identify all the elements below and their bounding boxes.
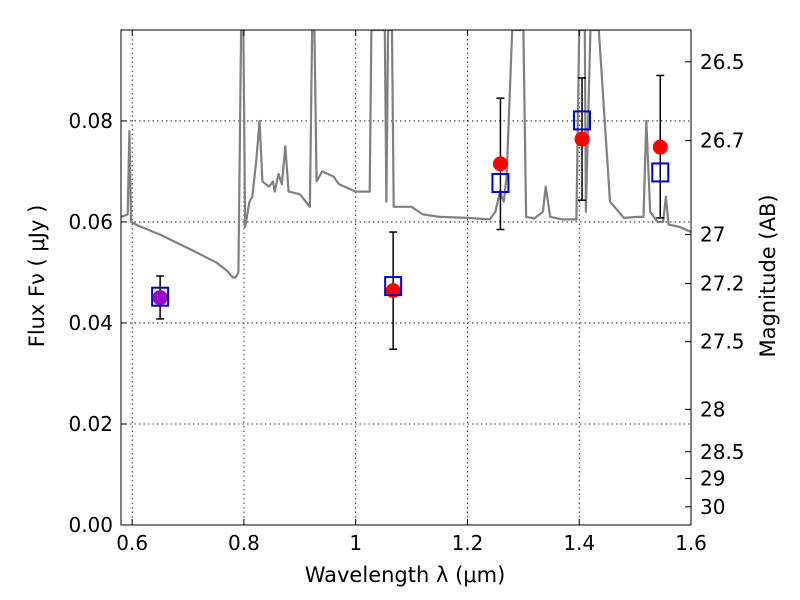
y-right-tick-label: 28 xyxy=(700,397,725,421)
model-point-square xyxy=(573,110,592,131)
x-axis-label: Wavelength λ (μm) xyxy=(305,563,506,587)
grid-lines xyxy=(121,30,691,525)
model-point-square xyxy=(384,276,403,297)
y-right-axis-label: Magnitude (AB) xyxy=(756,194,780,357)
y-right-tick-label: 27 xyxy=(700,223,725,247)
y-right-tick-label: 27.2 xyxy=(700,272,745,296)
plot-data xyxy=(121,30,691,350)
y-right-tick-label: 26.7 xyxy=(700,129,745,153)
y-right-tick-label: 26.5 xyxy=(700,50,745,74)
x-tick-label: 1.2 xyxy=(452,531,484,555)
y-axis-label: Flux Fν ( μJy ) xyxy=(25,205,49,348)
plot-frame xyxy=(120,29,692,526)
y-tick-label: 0.08 xyxy=(68,109,113,133)
data-point-circle xyxy=(492,156,508,172)
data-point-circle xyxy=(574,131,590,147)
x-tick-label: 1.4 xyxy=(563,531,595,555)
x-tick-label: 1.6 xyxy=(675,531,707,555)
data-point-circle xyxy=(152,290,168,306)
y-tick-label: 0.00 xyxy=(68,513,113,537)
model-point-square xyxy=(651,162,670,183)
x-tick-label: 0.8 xyxy=(228,531,260,555)
y-right-tick-label: 27.5 xyxy=(700,330,745,354)
y-tick-label: 0.06 xyxy=(68,210,113,234)
data-point-circle xyxy=(652,139,668,155)
model-point-square xyxy=(151,286,170,307)
model-spectrum-line xyxy=(121,30,691,279)
axis-ticks: 0.6 0.8 1 1.2 1.4 1.6 0.00 0.02 0.04 0.06 0.08 26.5… xyxy=(68,30,745,555)
model-point-square xyxy=(491,173,510,194)
y-tick-label: 0.02 xyxy=(68,412,113,436)
y-right-tick-label: 28.5 xyxy=(700,440,745,464)
x-tick-label: 0.6 xyxy=(116,531,148,555)
x-tick-label: 1 xyxy=(349,531,362,555)
y-right-tick-label: 30 xyxy=(700,495,725,519)
y-right-tick-label: 29 xyxy=(700,467,725,491)
y-tick-label: 0.04 xyxy=(68,311,113,335)
plot-area xyxy=(121,30,691,279)
